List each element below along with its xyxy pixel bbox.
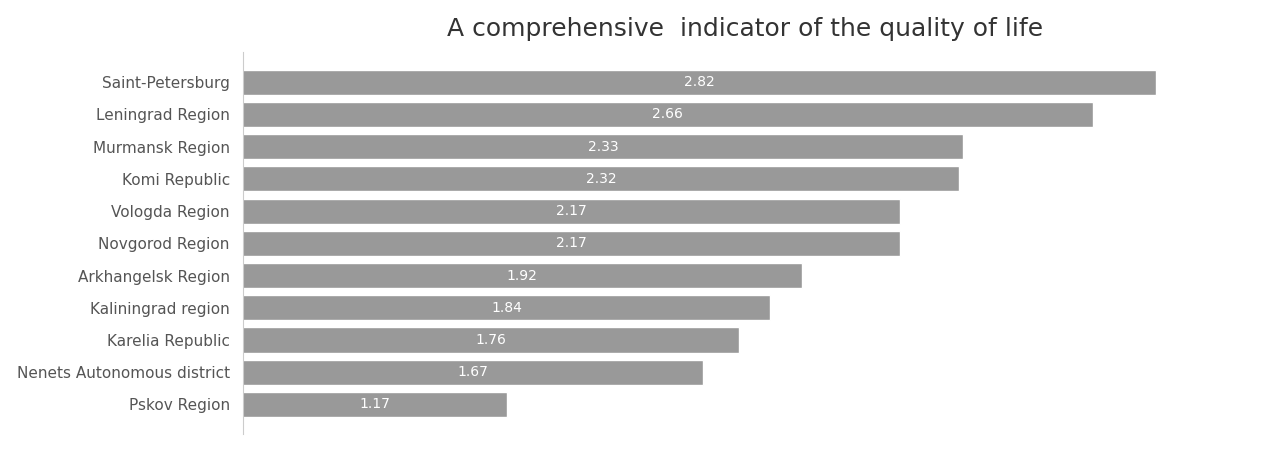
Bar — [47, 231, 901, 256]
Bar — [47, 327, 739, 353]
Bar — [47, 263, 802, 288]
Text: 2.82: 2.82 — [685, 75, 715, 89]
Bar — [47, 134, 962, 159]
Bar — [47, 392, 506, 417]
Text: 2.33: 2.33 — [587, 140, 619, 154]
Title: A comprehensive  indicator of the quality of life: A comprehensive indicator of the quality… — [447, 17, 1043, 41]
Bar — [47, 166, 959, 192]
Bar — [47, 359, 703, 385]
Text: 1.84: 1.84 — [491, 301, 522, 315]
Text: 2.17: 2.17 — [556, 236, 587, 250]
Text: 1.17: 1.17 — [360, 397, 390, 411]
Text: 1.67: 1.67 — [457, 365, 489, 379]
Bar — [47, 198, 901, 224]
Text: 1.92: 1.92 — [506, 268, 538, 282]
Bar — [47, 70, 1156, 95]
Text: 1.76: 1.76 — [475, 333, 506, 347]
Text: 2.32: 2.32 — [586, 172, 616, 186]
Text: 2.17: 2.17 — [556, 204, 587, 218]
Text: 2.66: 2.66 — [653, 107, 683, 121]
Bar — [47, 295, 770, 320]
Bar — [47, 102, 1092, 127]
